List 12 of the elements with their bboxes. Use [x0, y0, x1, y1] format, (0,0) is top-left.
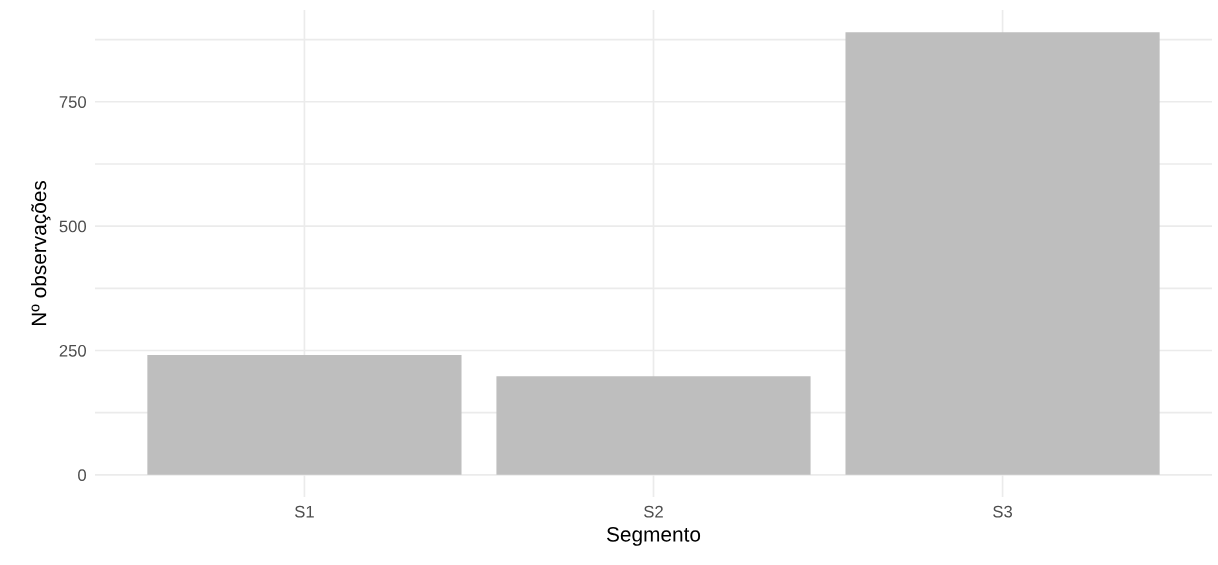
y-tick-label: 500: [59, 220, 87, 233]
bar: [147, 354, 462, 475]
x-tick-label: S3: [993, 505, 1013, 518]
x-tick-label: S2: [644, 505, 663, 518]
x-tick-label: S1: [295, 505, 314, 518]
y-tick-label: 0: [78, 469, 87, 482]
y-axis-title: Nº observações: [31, 180, 51, 326]
x-axis-title: Segmento: [606, 526, 701, 546]
bar: [845, 32, 1160, 475]
bar: [496, 376, 811, 475]
y-tick-label: 250: [59, 344, 87, 357]
y-tick-label: 750: [59, 96, 87, 108]
